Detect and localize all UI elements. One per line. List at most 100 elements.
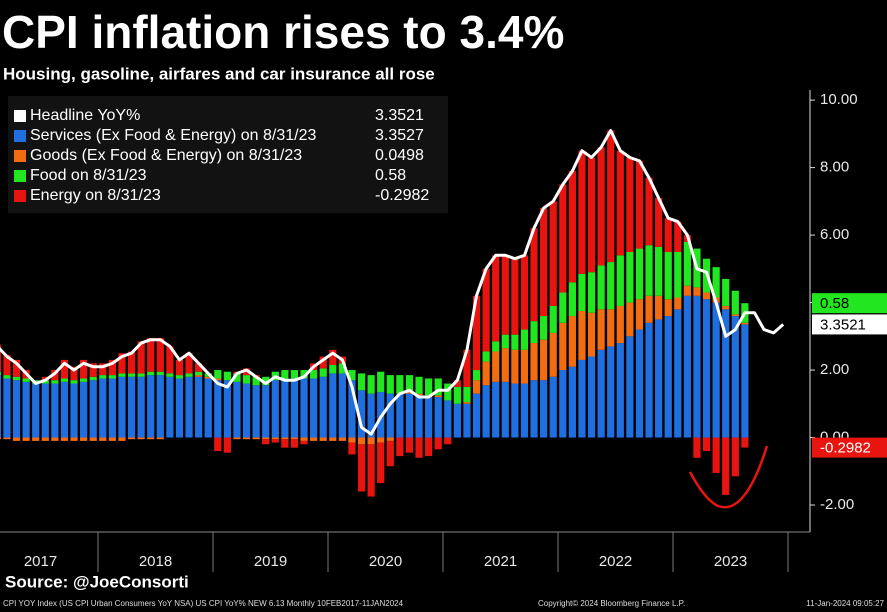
bar-segment bbox=[674, 251, 682, 298]
bar-segment bbox=[271, 439, 279, 443]
bar-segment bbox=[635, 248, 644, 300]
bar-segment bbox=[367, 375, 375, 394]
bar-segment bbox=[223, 437, 231, 453]
bar-segment bbox=[520, 255, 529, 330]
legend-label: Energy on 8/31/23 bbox=[30, 187, 161, 204]
bar-segment bbox=[405, 393, 414, 438]
bar-segment bbox=[587, 272, 596, 313]
bar-segment bbox=[127, 351, 136, 374]
headline-line bbox=[0, 129, 785, 436]
bar-segment bbox=[357, 444, 366, 492]
bar-segment bbox=[635, 329, 644, 438]
bar-segment bbox=[520, 329, 529, 350]
bar-segment bbox=[233, 437, 241, 440]
bar-segment bbox=[731, 290, 739, 315]
bar-segment bbox=[329, 364, 337, 374]
bar-segment bbox=[214, 370, 222, 379]
bar-segment bbox=[559, 292, 567, 323]
bar-segment bbox=[3, 378, 11, 438]
bar-segment bbox=[463, 349, 471, 387]
bar-segment bbox=[463, 386, 471, 403]
bar-segment bbox=[425, 397, 433, 438]
bar-segment bbox=[587, 356, 596, 438]
bar-segment bbox=[568, 282, 576, 317]
bar-segment bbox=[175, 378, 184, 438]
value-box-label: -0.2982 bbox=[820, 440, 871, 457]
bar-segment bbox=[578, 311, 586, 360]
bar-segment bbox=[281, 439, 289, 448]
value-box-bg bbox=[812, 437, 887, 458]
bar-segment bbox=[578, 359, 586, 438]
bar-segment bbox=[3, 354, 11, 376]
bar-segment bbox=[242, 383, 251, 438]
legend-label: Services (Ex Food & Energy) on 8/31/23 bbox=[30, 127, 316, 144]
bar-segment bbox=[214, 380, 222, 438]
bar-segment bbox=[262, 376, 270, 386]
bar-segment bbox=[731, 314, 739, 317]
bar-segment bbox=[722, 305, 730, 310]
bar-segment bbox=[626, 157, 634, 252]
bar-segment bbox=[108, 375, 116, 379]
bar-segment bbox=[166, 346, 174, 374]
bar-segment bbox=[635, 299, 644, 330]
bar-segment bbox=[338, 363, 346, 374]
bar-segment bbox=[252, 437, 260, 440]
bar-segment bbox=[223, 371, 231, 381]
bar-segment bbox=[645, 322, 653, 438]
bar-segment bbox=[108, 378, 116, 438]
bar-segment bbox=[463, 403, 471, 438]
bar-segment bbox=[396, 393, 404, 438]
bar-segment bbox=[444, 437, 452, 445]
bar-segment bbox=[329, 349, 337, 365]
bar-segment bbox=[300, 378, 308, 438]
bar-segment bbox=[12, 437, 21, 441]
bar-segment bbox=[472, 380, 481, 394]
bar-segment bbox=[434, 437, 442, 450]
bar-segment bbox=[185, 373, 193, 377]
bar-segment bbox=[386, 375, 394, 394]
bar-segment bbox=[108, 359, 116, 376]
bar-segment bbox=[41, 380, 49, 384]
bar-segment bbox=[482, 385, 490, 438]
legend-swatch bbox=[14, 130, 26, 142]
bar-segment bbox=[405, 375, 414, 392]
bar-segment bbox=[530, 321, 538, 344]
bar-segment bbox=[415, 437, 423, 458]
bar-segment bbox=[137, 373, 145, 377]
bar-segment bbox=[530, 228, 538, 322]
value-box-bg bbox=[812, 293, 887, 314]
bar-segment bbox=[357, 390, 366, 438]
bar-segment bbox=[166, 373, 174, 377]
bar-segment bbox=[683, 241, 691, 286]
bar-segment bbox=[415, 376, 423, 394]
bar-segment bbox=[607, 309, 615, 347]
bar-segment bbox=[415, 395, 423, 438]
value-box: 3.3521 bbox=[812, 314, 887, 335]
bar-segment bbox=[549, 332, 557, 377]
bar-segment bbox=[549, 201, 557, 306]
bar-segment bbox=[482, 361, 490, 386]
bar-segment bbox=[683, 295, 691, 438]
bar-segment bbox=[655, 197, 663, 247]
bar-segment bbox=[482, 351, 490, 362]
bar-segment bbox=[664, 251, 672, 300]
bar-segment bbox=[702, 292, 711, 300]
x-tick-label: 2017 bbox=[24, 553, 57, 570]
bar-segment bbox=[405, 391, 414, 394]
bar-segment bbox=[156, 375, 164, 438]
bar-segment bbox=[137, 376, 145, 438]
x-tick-label: 2018 bbox=[139, 553, 172, 570]
bar-segment bbox=[0, 375, 1, 438]
bar-segment bbox=[444, 383, 452, 401]
bar-segment bbox=[434, 395, 442, 398]
bar-segment bbox=[415, 393, 423, 396]
bar-segment bbox=[463, 402, 471, 404]
x-tick-label: 2021 bbox=[484, 553, 517, 570]
bar-segment bbox=[319, 376, 327, 438]
bar-segment bbox=[60, 378, 69, 382]
bar-segment bbox=[607, 262, 615, 310]
bar-segment bbox=[731, 316, 739, 438]
bar-segment bbox=[616, 255, 624, 306]
bar-segment bbox=[472, 370, 481, 381]
